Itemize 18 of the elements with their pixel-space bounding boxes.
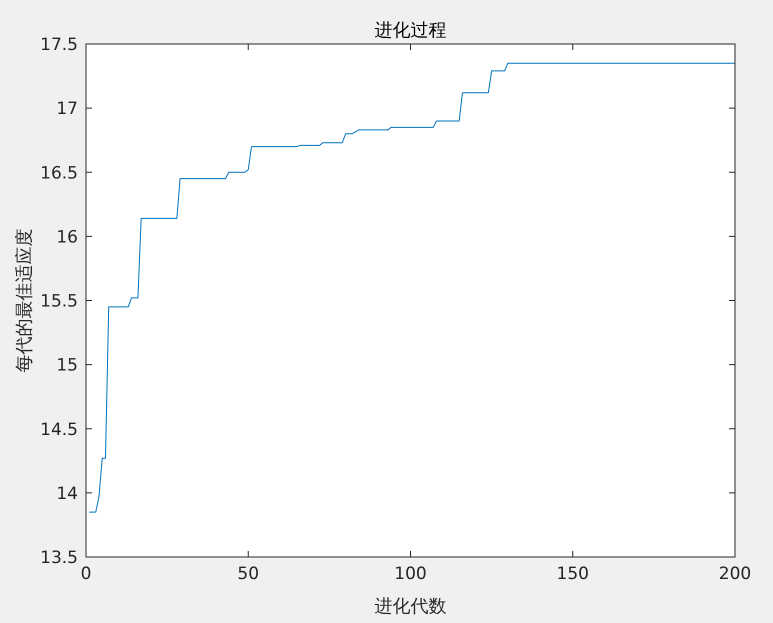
y-tick-label: 13.5	[40, 548, 78, 568]
x-tick-label: 200	[718, 564, 752, 584]
y-tick-label: 15.5	[40, 292, 78, 312]
x-axis-title: 进化代数	[374, 596, 446, 617]
x-tick-label: 150	[556, 564, 589, 584]
y-tick-label: 14	[56, 484, 78, 504]
y-tick-label: 15	[56, 356, 78, 376]
x-tick-label: 50	[237, 564, 260, 584]
chart-title: 进化过程	[374, 20, 446, 41]
y-tick-label: 17.5	[40, 35, 78, 55]
y-axis-title: 每代的最佳适应度	[14, 228, 35, 372]
x-tick-label: 100	[394, 564, 427, 584]
y-tick-label: 16	[56, 227, 78, 248]
line-series	[88, 62, 736, 513]
y-tick-label: 14.5	[40, 420, 78, 440]
y-tick-label: 16.5	[40, 163, 78, 184]
y-tick-label: 17	[56, 99, 78, 120]
x-tick-label: 0	[80, 564, 92, 584]
